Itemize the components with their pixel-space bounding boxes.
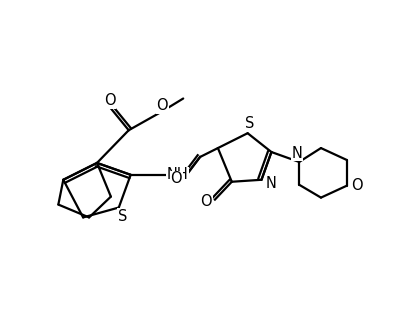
Text: NH: NH xyxy=(166,167,188,182)
Text: S: S xyxy=(118,209,127,224)
Text: O: O xyxy=(104,93,115,108)
Text: O: O xyxy=(200,194,211,209)
Text: N: N xyxy=(291,145,302,161)
Text: N: N xyxy=(265,176,276,191)
Text: O: O xyxy=(350,178,362,193)
Text: O: O xyxy=(156,98,168,113)
Text: O: O xyxy=(170,171,182,186)
Text: S: S xyxy=(244,116,254,131)
